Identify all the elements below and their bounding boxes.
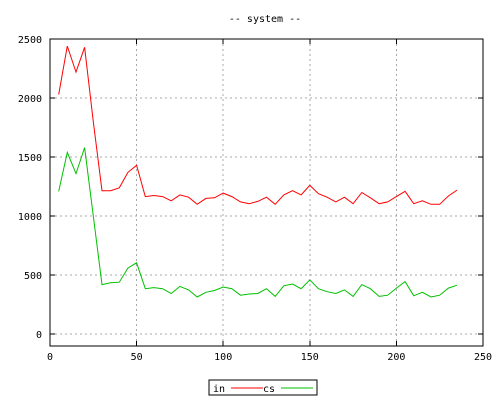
series-lines: [58, 45, 458, 298]
y-tick-label: 500: [24, 271, 42, 282]
series-line-in: [58, 45, 458, 205]
legend-label-cs: cs: [263, 384, 275, 395]
y-tick-label: 1000: [18, 212, 42, 223]
x-tick-label: 250: [474, 352, 492, 363]
chart-title: -- system --: [229, 14, 301, 25]
legend-label-in: in: [213, 384, 225, 395]
axis-ticks: [49, 38, 484, 346]
x-tick-label: 50: [131, 352, 143, 363]
x-tick-label: 0: [47, 352, 53, 363]
x-tick-label: 150: [301, 352, 319, 363]
y-tick-label: 0: [36, 330, 42, 341]
legend: in cs: [208, 379, 318, 396]
x-tick-label: 200: [387, 352, 405, 363]
x-tick-label: 100: [214, 352, 232, 363]
y-tick-label: 2500: [18, 35, 42, 46]
y-tick-label: 1500: [18, 153, 42, 164]
y-tick-label: 2000: [18, 94, 42, 105]
grid-lines: [50, 39, 483, 346]
plot-frame: [49, 38, 484, 347]
series-line-cs: [58, 147, 458, 298]
